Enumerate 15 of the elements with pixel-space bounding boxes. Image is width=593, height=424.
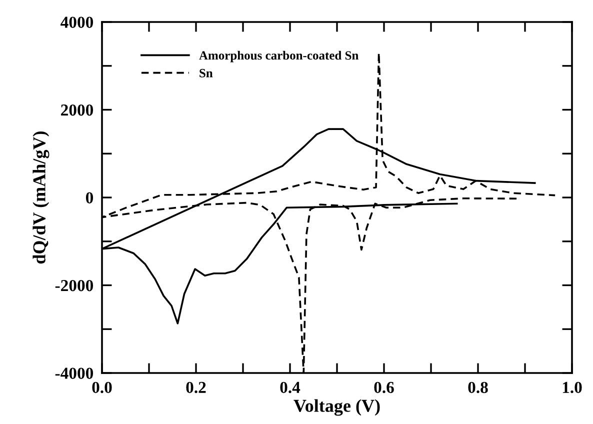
- x-tick-label: 0.0: [92, 382, 112, 394]
- x-tick-label: 0.6: [374, 382, 394, 394]
- x-tick-label: 0.8: [468, 382, 488, 394]
- y-tick-label: 4000: [60, 16, 94, 28]
- y-axis-title: dQ/dV (mAh/gV): [32, 131, 50, 264]
- legend-label: Sn: [200, 68, 213, 78]
- y-tick-label: 0: [86, 192, 94, 204]
- y-tick-label: -2000: [55, 280, 94, 292]
- x-axis-title: Voltage (V): [294, 399, 380, 416]
- x-tick-label: 0.4: [280, 382, 300, 394]
- x-tick-label: 0.2: [186, 382, 206, 394]
- y-tick-label: -4000: [55, 368, 94, 379]
- x-tick-label: 1.0: [562, 382, 582, 394]
- y-tick-label: 2000: [61, 104, 94, 116]
- legend-label: Amorphous carbon-coated Sn: [199, 50, 358, 62]
